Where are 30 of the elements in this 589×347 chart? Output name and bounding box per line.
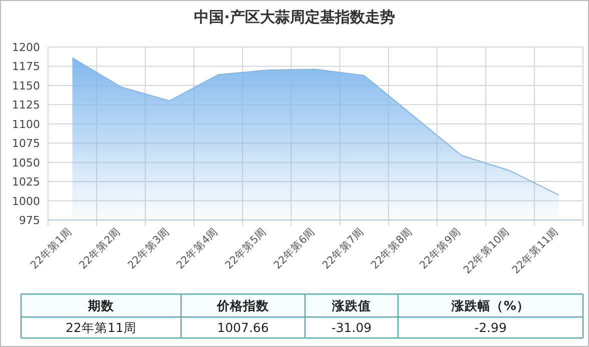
y-tick-label: 975 <box>19 214 40 227</box>
x-tick-label: 22年第4周 <box>174 226 220 272</box>
x-tick-label: 22年第11周 <box>510 226 561 276</box>
x-tick-label: 22年第9周 <box>418 226 464 272</box>
text: -31.09 <box>331 320 372 335</box>
text: -2.99 <box>474 320 507 335</box>
y-tick-label: 1100 <box>12 118 40 131</box>
text: 1007.66 <box>217 320 269 335</box>
y-tick-label: 1175 <box>12 60 40 74</box>
x-tick-label: 22年第1周 <box>28 226 74 272</box>
x-tick-label: 22年第3周 <box>126 226 172 272</box>
text: 涨跌值 <box>331 298 371 313</box>
y-tick-label: 1000 <box>12 194 40 208</box>
x-tick-label: 22年第7周 <box>320 226 366 272</box>
text: 22年第11周 <box>66 320 136 335</box>
x-tick-label: 22年第10周 <box>461 226 512 276</box>
y-tick-label: 1075 <box>12 137 40 150</box>
x-tick-label: 22年第6周 <box>272 226 318 272</box>
x-tick-label: 22年第5周 <box>222 226 269 272</box>
y-tick-label: 1150 <box>12 79 40 92</box>
y-tick-label: 1050 <box>12 156 40 170</box>
y-tick-label: 1200 <box>12 41 40 54</box>
x-tick-label: 22年第8周 <box>368 226 415 272</box>
text: 涨跌幅（%） <box>450 298 530 313</box>
y-tick-label: 1125 <box>12 98 40 112</box>
x-tick-label: 22年第2周 <box>77 226 124 272</box>
text: 价格指数 <box>216 298 270 313</box>
title: 中国·产区大蒜周定基指数走势 <box>194 8 395 26</box>
text: 期数 <box>87 298 115 313</box>
y-tick-label: 1025 <box>12 176 40 189</box>
